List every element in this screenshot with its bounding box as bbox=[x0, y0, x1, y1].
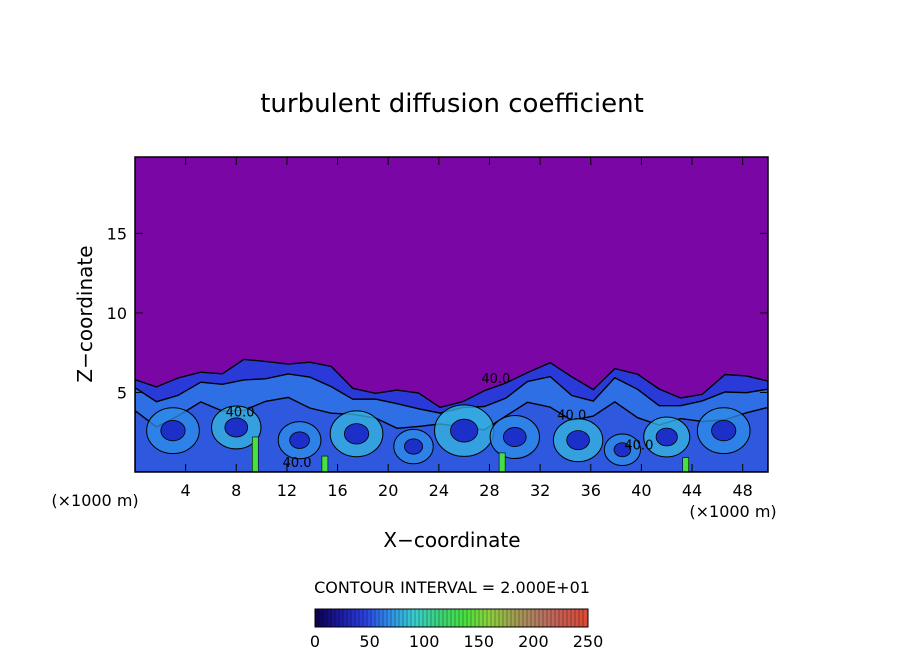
y-tick-label: 10 bbox=[107, 304, 127, 323]
eddy-core bbox=[224, 417, 249, 438]
high-diffusion-streak bbox=[321, 455, 329, 472]
high-diffusion-streak bbox=[251, 436, 259, 472]
x-tick-label: 32 bbox=[530, 481, 550, 500]
colorbar-tick-label: 200 bbox=[518, 632, 549, 651]
colorbar-tick-label: 0 bbox=[310, 632, 320, 651]
contour-label: 40.0 bbox=[283, 456, 312, 471]
x-tick-label: 28 bbox=[479, 481, 499, 500]
x-tick-label: 24 bbox=[429, 481, 449, 500]
colorbar: 0 50 100 150 200 250 bbox=[310, 608, 604, 651]
contour-label: 40.0 bbox=[557, 409, 586, 424]
x-tick-label: 4 bbox=[181, 481, 191, 500]
x-tick-label: 36 bbox=[581, 481, 601, 500]
eddy-core bbox=[160, 420, 186, 442]
y-tick-label: 5 bbox=[117, 383, 127, 402]
x-tick-label: 40 bbox=[631, 481, 651, 500]
colorbar-tick-label: 50 bbox=[359, 632, 379, 651]
x-tick-label: 12 bbox=[277, 481, 297, 500]
colorbar-tick-label: 100 bbox=[409, 632, 440, 651]
y-axis-ticks: 5 10 15 bbox=[107, 224, 768, 402]
x-axis-ticks: 4 8 12 16 20 24 28 32 36 40 44 48 bbox=[181, 157, 753, 500]
x-unit-left: (×1000 m) bbox=[51, 491, 138, 510]
colorbar-tick-label: 150 bbox=[464, 632, 495, 651]
colorbar-tick-label: 250 bbox=[573, 632, 604, 651]
x-unit-right: (×1000 m) bbox=[689, 502, 776, 521]
eddy-core bbox=[404, 438, 424, 455]
eddy-core bbox=[343, 423, 370, 445]
contour-interval-text: CONTOUR INTERVAL = 2.000E+01 bbox=[314, 578, 590, 597]
chart-title: turbulent diffusion coefficient bbox=[260, 89, 644, 119]
colorbar-frame bbox=[314, 608, 589, 628]
x-tick-label: 16 bbox=[327, 481, 347, 500]
contour-label: 40.0 bbox=[481, 372, 510, 387]
plot-frame bbox=[134, 156, 769, 473]
eddy-core bbox=[566, 430, 590, 451]
y-tick-label: 15 bbox=[107, 224, 127, 243]
eddy-core bbox=[503, 427, 527, 447]
high-diffusion-streak bbox=[498, 452, 506, 472]
contour-label: 40.0 bbox=[624, 439, 653, 454]
x-axis-label: X−coordinate bbox=[383, 528, 520, 552]
plot-area bbox=[135, 157, 768, 472]
eddy-core bbox=[613, 442, 632, 458]
eddy-core bbox=[655, 427, 678, 447]
y-axis-label: Z−coordinate bbox=[73, 245, 97, 382]
eddy-core bbox=[289, 431, 310, 449]
eddy-core bbox=[711, 420, 737, 442]
eddy-core bbox=[450, 418, 479, 443]
contour-label: 40.0 bbox=[226, 405, 255, 420]
x-tick-label: 48 bbox=[733, 481, 753, 500]
contour-labels: 40.0 40.0 40.0 40.0 40.0 bbox=[226, 372, 654, 471]
high-diffusion-streak bbox=[682, 457, 690, 472]
x-tick-label: 44 bbox=[682, 481, 702, 500]
x-tick-label: 8 bbox=[231, 481, 241, 500]
x-tick-label: 20 bbox=[378, 481, 398, 500]
